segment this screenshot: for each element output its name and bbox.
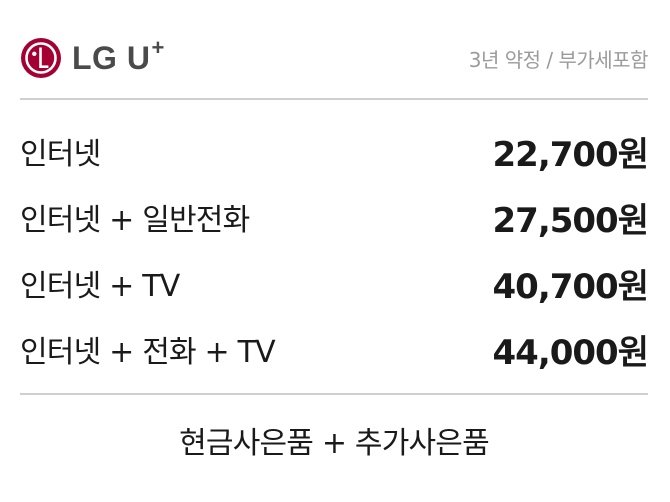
brand-plus: + <box>151 35 165 60</box>
price-row-internet: 인터넷 22,700원 <box>20 118 649 184</box>
price-row-label: 인터넷 + 전화 + TV <box>20 335 276 370</box>
top-divider <box>20 98 648 100</box>
price-row-value: 40,700원 <box>492 266 649 307</box>
plan-note: 3년 약정 / 부가세포함 <box>468 47 649 72</box>
price-row-value: 22,700원 <box>492 134 649 175</box>
price-list: 인터넷 22,700원 인터넷 + 일반전화 27,500원 인터넷 + TV … <box>20 118 649 382</box>
price-row-label: 인터넷 + 일반전화 <box>20 203 250 238</box>
lg-face-logo-icon <box>21 38 61 78</box>
card-header: LG U+ 3년 약정 / 부가세포함 <box>20 28 649 88</box>
brand: LG U+ <box>20 37 165 79</box>
price-row-internet-phone: 인터넷 + 일반전화 27,500원 <box>20 184 649 250</box>
price-row-value: 27,500원 <box>492 200 649 241</box>
price-row-label: 인터넷 + TV <box>20 269 180 304</box>
brand-name: LG U+ <box>72 35 165 76</box>
price-row-internet-phone-tv: 인터넷 + 전화 + TV 44,000원 <box>20 316 649 382</box>
price-row-label: 인터넷 <box>20 137 101 172</box>
bottom-divider <box>20 393 648 395</box>
price-row-value: 44,000원 <box>492 332 649 373</box>
gift-text: 현금사은품 + 추가사은품 <box>179 426 490 461</box>
price-row-internet-tv: 인터넷 + TV 40,700원 <box>20 250 649 316</box>
